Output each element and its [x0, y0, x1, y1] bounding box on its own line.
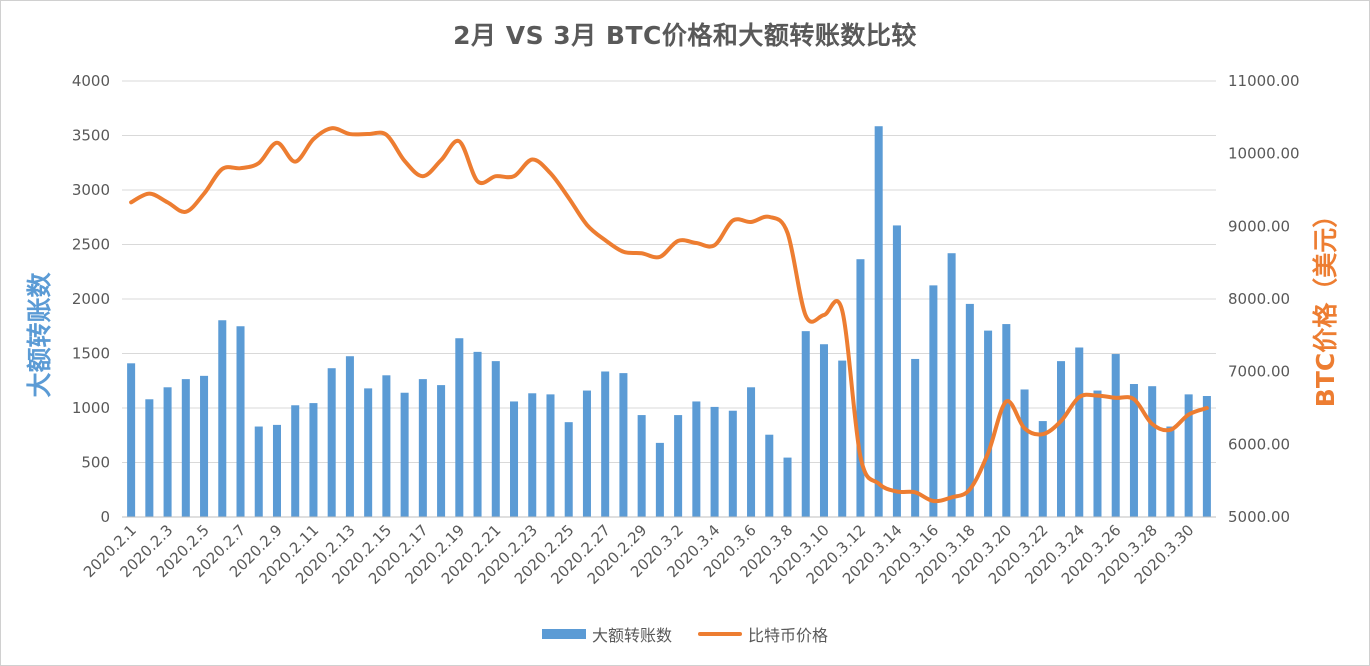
y-right-tick-label: 5000.00 — [1228, 508, 1290, 526]
y-right-tick-label: 11000.00 — [1228, 72, 1300, 90]
bar — [783, 457, 792, 517]
bar — [892, 225, 901, 518]
bar — [1038, 421, 1047, 517]
legend-line-label: 比特币价格 — [748, 626, 829, 645]
bar — [127, 363, 136, 517]
bar — [200, 375, 209, 517]
y-left-tick-label: 1000 — [72, 399, 110, 417]
y-right-tick-label: 6000.00 — [1228, 435, 1290, 453]
bar — [856, 259, 865, 517]
bar — [218, 320, 227, 517]
bar — [728, 410, 737, 517]
bar — [1057, 361, 1066, 517]
y-left-tick-label: 500 — [81, 454, 110, 472]
bar — [1111, 354, 1120, 517]
bar — [1184, 394, 1193, 517]
bar — [1093, 390, 1102, 517]
bar — [911, 358, 920, 517]
y-left-tick-label: 3000 — [72, 181, 110, 199]
bar — [455, 338, 464, 517]
y-left-tick-label: 1500 — [72, 345, 110, 363]
bar — [400, 392, 409, 517]
bar — [236, 326, 245, 517]
bar — [1129, 384, 1138, 517]
bar — [145, 399, 154, 517]
bar — [765, 434, 774, 517]
bar — [1020, 389, 1029, 517]
bar — [582, 390, 591, 517]
bar — [309, 403, 318, 517]
bar — [473, 351, 482, 517]
grid-layer — [122, 80, 1216, 518]
bar-series — [127, 126, 1211, 518]
bar — [710, 406, 719, 517]
y-right-tick-label: 8000.00 — [1228, 290, 1290, 308]
bar — [181, 379, 190, 517]
bar — [655, 442, 664, 517]
y-right-tick-label: 9000.00 — [1228, 217, 1290, 235]
bar — [929, 285, 938, 517]
bar — [947, 253, 956, 517]
bar — [984, 330, 993, 517]
legend-item-bar: 大额转账数 — [541, 622, 672, 646]
bar — [637, 415, 646, 517]
btc-price-line — [129, 126, 1209, 504]
line-series — [129, 126, 1209, 504]
y-axis-right-label: BTC价格（美元） — [1311, 203, 1340, 407]
bar — [692, 401, 701, 517]
y-left-tick-label: 0 — [100, 508, 110, 526]
bar — [1202, 396, 1211, 517]
bar — [838, 360, 847, 517]
y-left-tick-label: 3500 — [72, 127, 110, 145]
bar — [619, 373, 628, 517]
bar — [874, 126, 883, 518]
bar — [254, 426, 263, 517]
legend-bar-swatch — [541, 629, 586, 639]
y-right-tick-label: 10000.00 — [1228, 145, 1300, 163]
bar — [418, 379, 427, 517]
bar — [965, 303, 974, 517]
bar — [291, 405, 300, 517]
bar — [491, 361, 500, 517]
bar — [1075, 347, 1084, 517]
legend-item-line: 比特币价格 — [698, 622, 828, 646]
y-left-tick-label: 2500 — [72, 236, 110, 254]
bar — [747, 387, 756, 517]
legend-line-swatch — [698, 632, 742, 636]
legend: 大额转账数 比特币价格 — [0, 622, 1370, 646]
bar — [546, 394, 555, 517]
bar — [345, 356, 354, 517]
bar — [1166, 426, 1175, 517]
y-axis-left-label: 大额转账数 — [25, 272, 54, 398]
chart-title: 2月 VS 3月 BTC价格和大额转账数比较 — [453, 21, 917, 50]
bar — [528, 393, 537, 517]
bar — [163, 387, 172, 517]
bar — [1002, 324, 1011, 517]
y-left-tick-label: 4000 — [72, 72, 110, 90]
bar — [364, 388, 373, 517]
bar — [674, 415, 683, 517]
y-left-tick-label: 2000 — [72, 290, 110, 308]
bar — [437, 385, 446, 517]
bar — [801, 331, 810, 517]
y-right-tick-label: 7000.00 — [1228, 363, 1290, 381]
bar — [564, 422, 573, 517]
bar — [510, 401, 519, 517]
bar — [382, 375, 391, 517]
bar — [601, 371, 610, 517]
bar — [819, 344, 828, 517]
bar — [1148, 386, 1157, 517]
bar — [327, 368, 336, 517]
legend-bar-label: 大额转账数 — [591, 626, 672, 645]
bar — [272, 424, 281, 517]
